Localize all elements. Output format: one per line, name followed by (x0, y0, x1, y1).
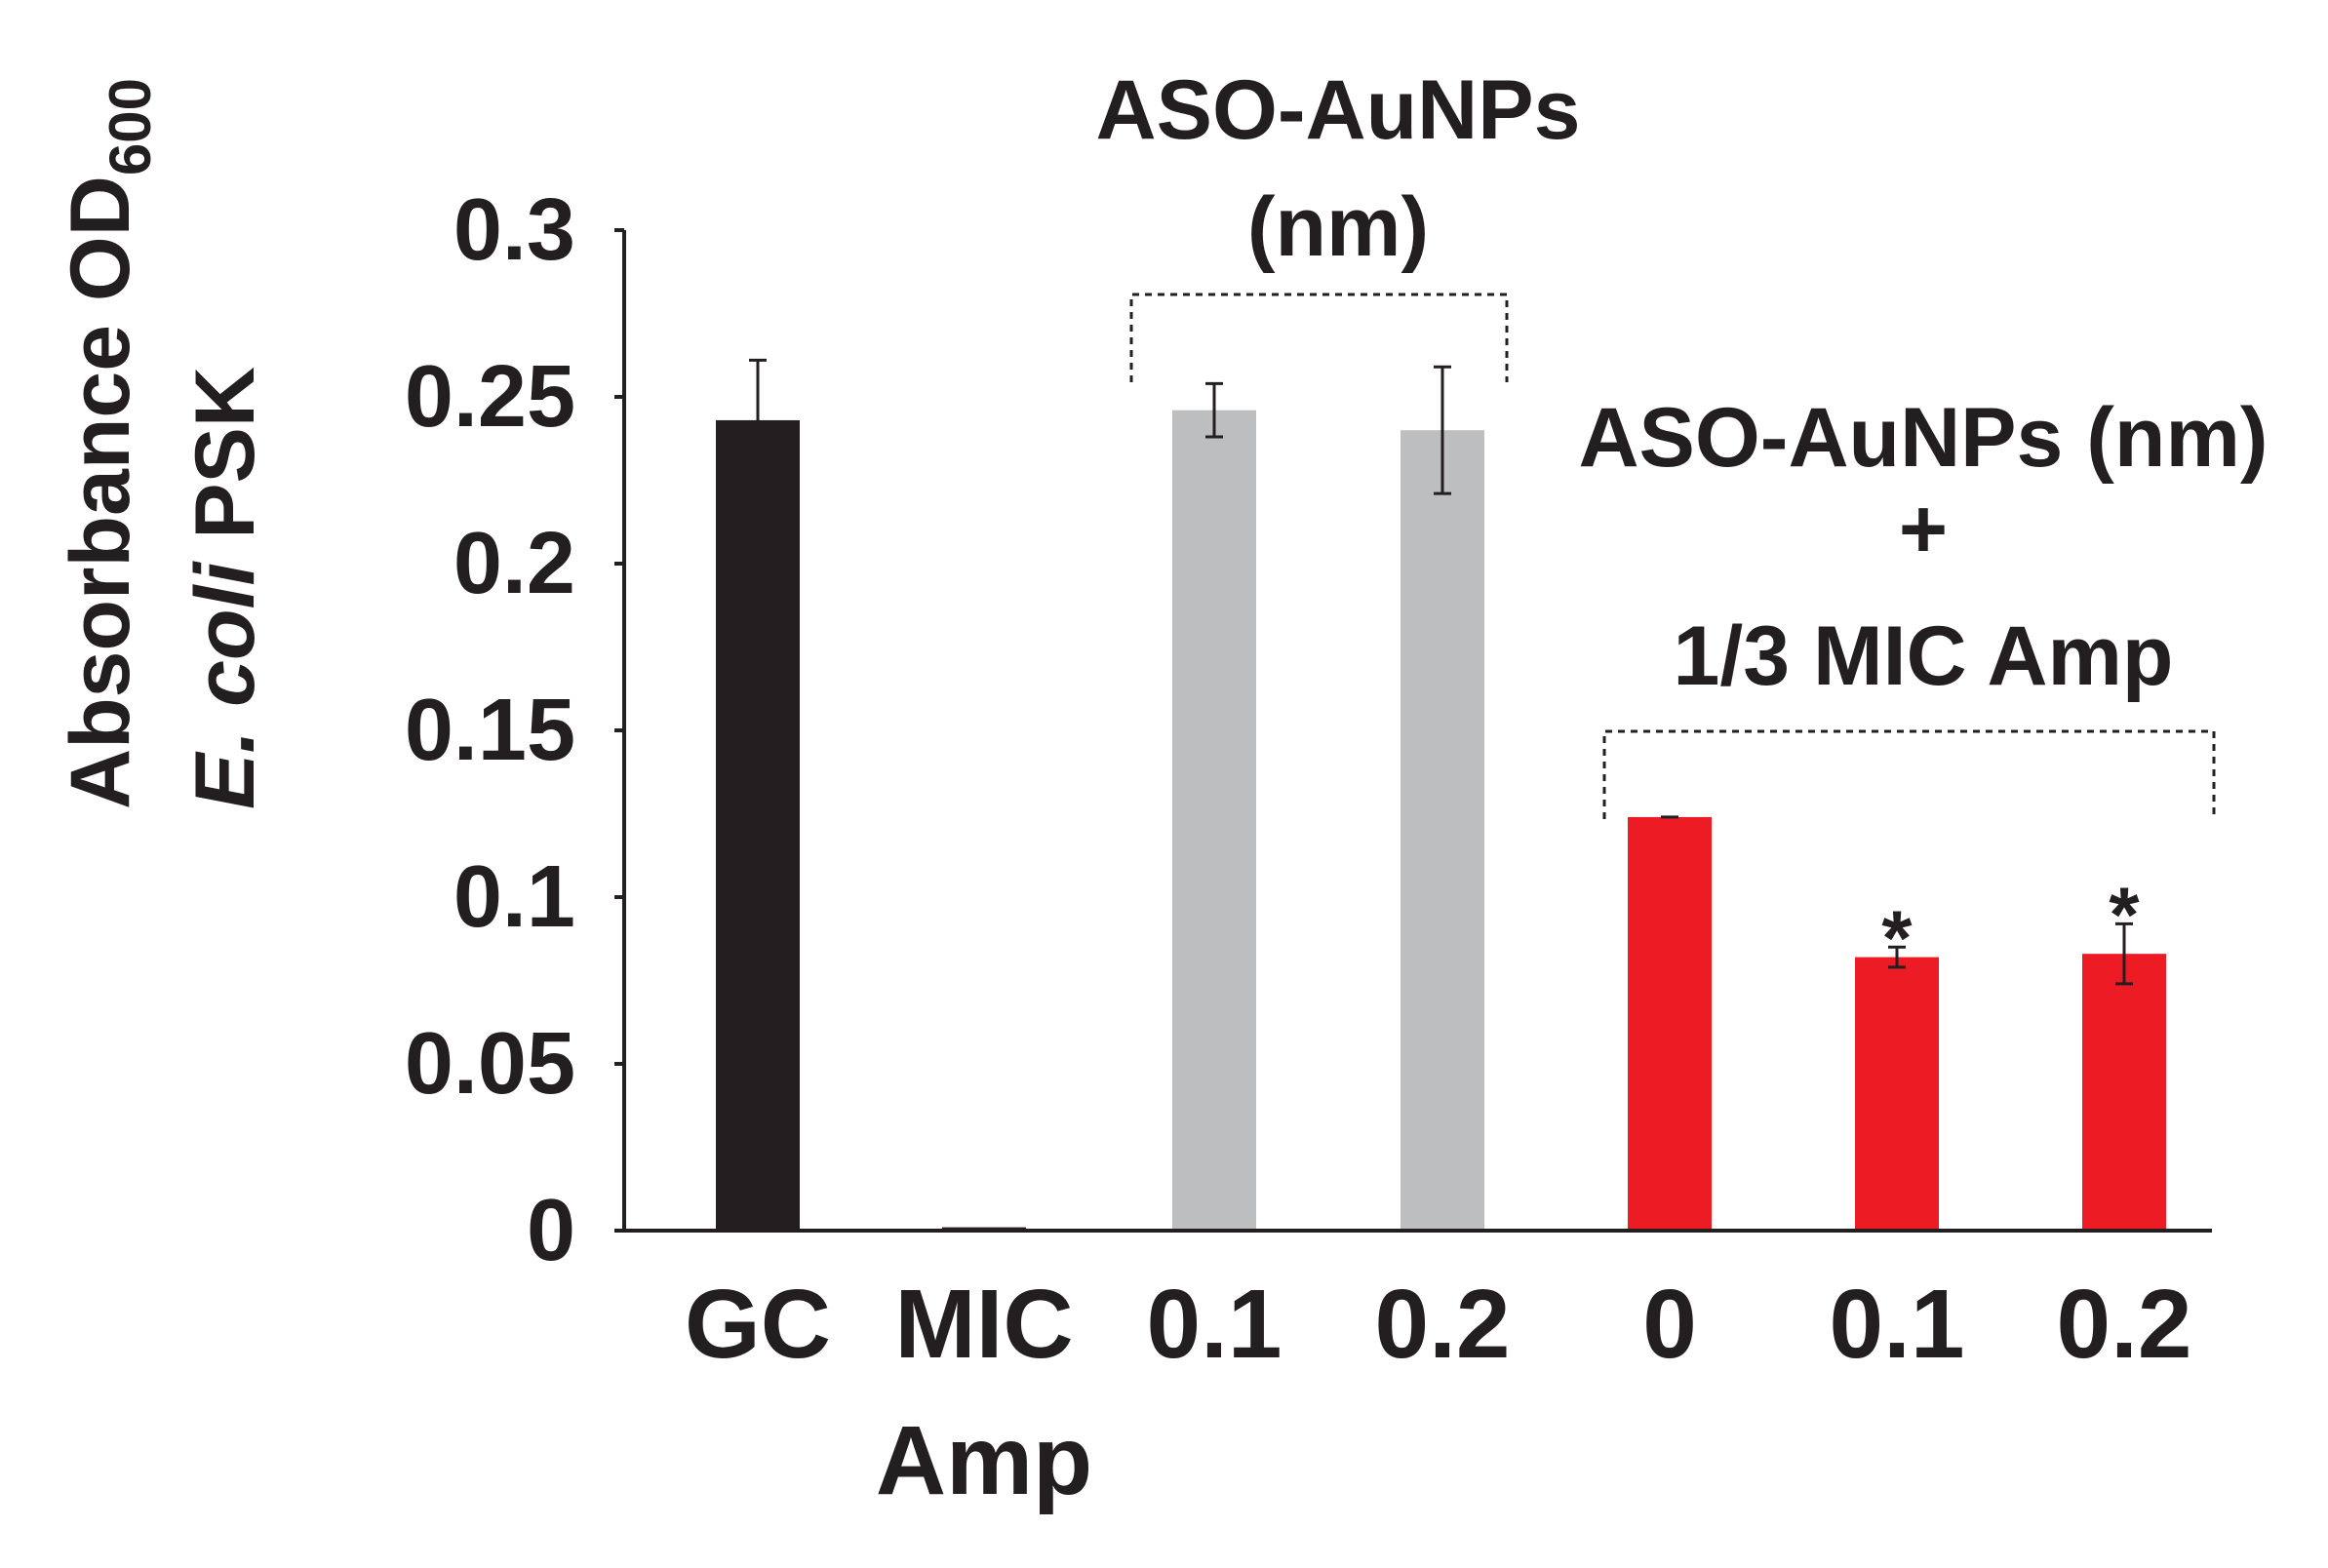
group-annotation-text: + (1899, 483, 1948, 576)
x-tick-label: 0.2 (2056, 1270, 2191, 1379)
svg-text:Absorbance OD600: Absorbance OD600 (54, 78, 163, 809)
svg-text:E. coli PSK: E. coli PSK (178, 367, 272, 809)
significance-marker: * (2109, 871, 2140, 958)
y-axis-label-italic: E. coli (178, 561, 272, 809)
x-tick-label: 0.2 (1374, 1270, 1510, 1379)
bars: * * (716, 358, 2166, 1231)
group-bracket (1602, 729, 2216, 819)
y-axis: 0 0.05 0.1 0.15 0.2 0.25 0.3 (405, 181, 624, 1279)
x-tick-label: MIC (894, 1270, 1073, 1379)
x-tick-label: 0.1 (1829, 1270, 1964, 1379)
group-annotation-text: ASO-AuNPs (1096, 63, 1581, 157)
y-tick-label: 0.15 (405, 682, 575, 779)
group-annotation-text: ASO-AuNPs (nm) (1578, 391, 2268, 485)
bar (716, 419, 800, 1231)
x-tick-label: GC (685, 1270, 831, 1379)
y-tick-label: 0.2 (454, 515, 575, 612)
x-axis-labels: GC MIC Amp 0.1 0.2 0 0.1 0.2 (685, 1270, 2192, 1515)
x-tick-label: 0 (1642, 1270, 1697, 1379)
group-annotations: ASO-AuNPs (nm) ASO-AuNPs (nm)+1/3 MIC Amp (1096, 63, 2269, 819)
y-axis-label-subscript: 600 (98, 78, 163, 176)
group-annotation-text: (nm) (1247, 180, 1429, 274)
y-tick-label: 0.1 (454, 848, 575, 946)
y-axis-label: Absorbance OD600 E. coli PSK (54, 78, 272, 809)
x-tick-sublabel: Amp (876, 1406, 1092, 1515)
y-tick-label: 0.25 (405, 348, 575, 446)
y-axis-label-line1: Absorbance OD (54, 176, 147, 809)
y-tick-label: 0.05 (405, 1015, 575, 1113)
x-tick-label: 0.1 (1146, 1270, 1282, 1379)
y-tick-label: 0 (527, 1182, 575, 1279)
bar (2082, 954, 2166, 1231)
bar (1172, 410, 1256, 1231)
bar (1855, 957, 1939, 1231)
y-tick-label: 0.3 (454, 181, 575, 279)
group-bracket (1129, 293, 1509, 382)
significance-marker: * (1881, 894, 1913, 981)
bar (1401, 430, 1484, 1231)
bar (1628, 816, 1712, 1231)
y-axis-label-rest: PSK (178, 367, 272, 563)
group-annotation-text: 1/3 MIC Amp (1674, 609, 2174, 703)
